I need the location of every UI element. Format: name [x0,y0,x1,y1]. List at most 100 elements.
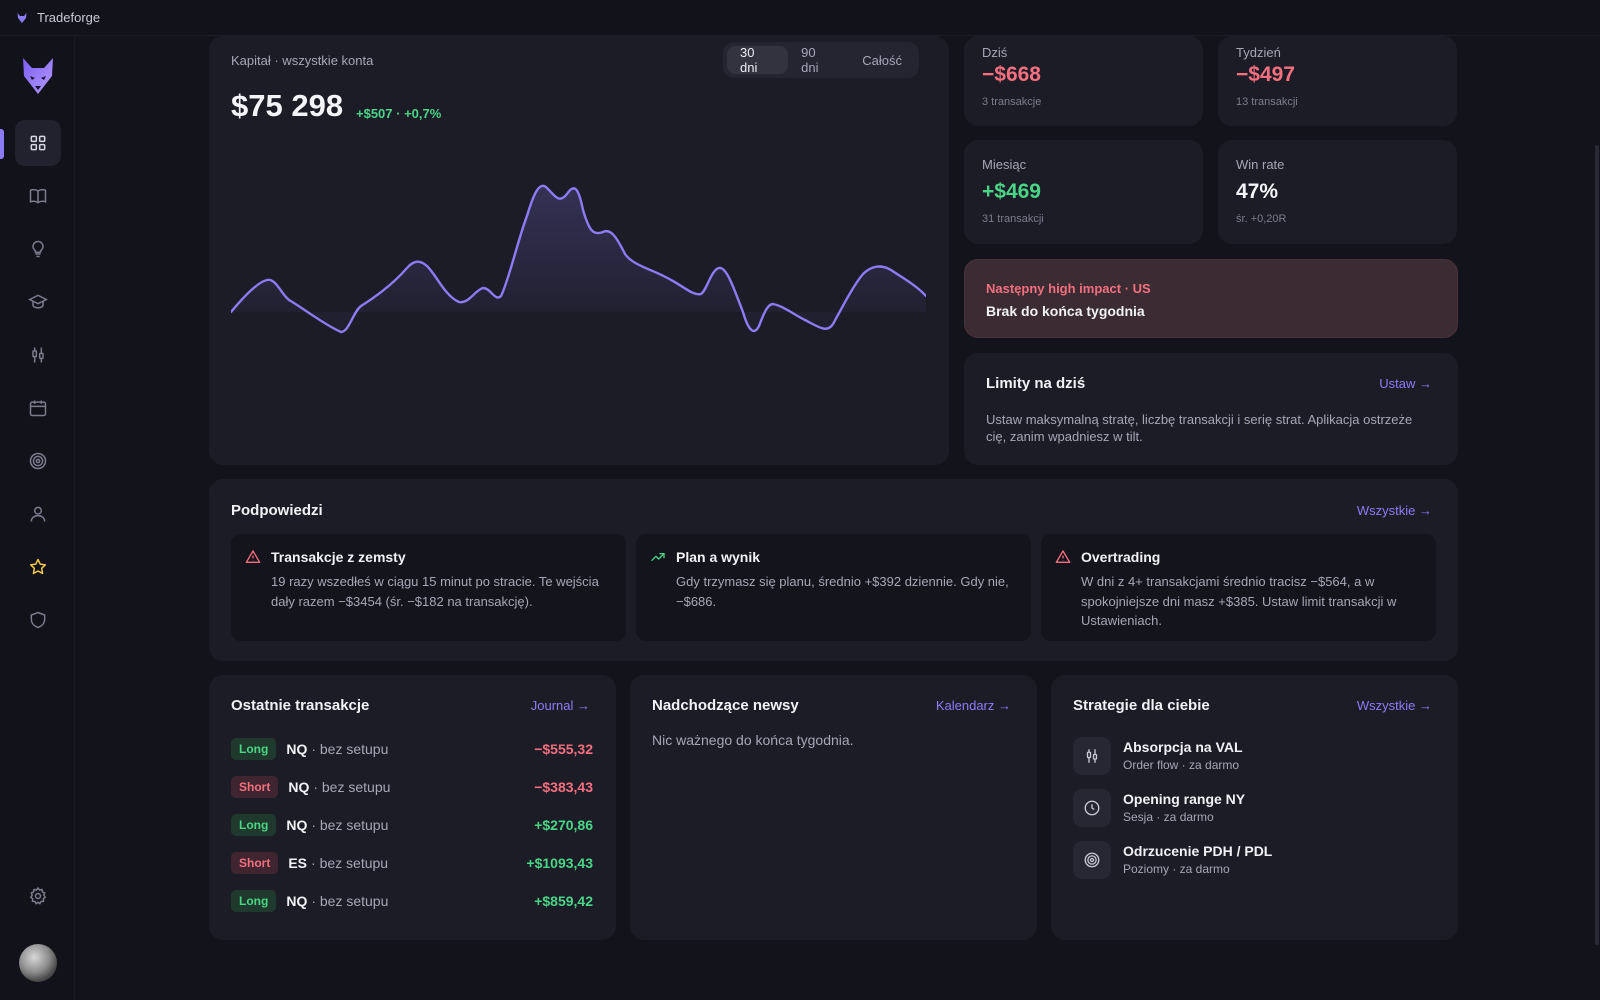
lightbulb-icon [32,240,44,258]
tips-card: Podpowiedzi Wszystkie → Transakcje z zem… [209,479,1458,661]
sidebar-item-calendar[interactable] [15,385,61,431]
trade-setup: · bez setupu [313,779,391,795]
sidebar-item-favorites[interactable] [15,544,61,590]
strategy-item[interactable]: Opening range NY Sesja · za darmo [1073,789,1433,829]
range-option-30d[interactable]: 30 dni [727,45,789,75]
stat-card-week: Tydzień −$497 13 transakcji [1218,36,1457,126]
strategy-icon-box [1073,789,1111,827]
sidebar-item-settings[interactable] [15,873,61,919]
strategies-all-link[interactable]: Wszystkie → [1356,698,1432,713]
limits-set-link[interactable]: Ustaw → [1379,376,1432,391]
stat-label: Dziś [982,45,1008,60]
grid-icon [30,135,46,151]
stat-sub: śr. +0,20R [1236,213,1287,225]
scrollbar-thumb[interactable] [1595,145,1599,945]
sidebar-item-ideas[interactable] [15,226,61,272]
strategy-subtitle: Order flow · za darmo [1123,758,1240,772]
trade-row[interactable]: Short ES · bez setupu +$1093,43 [231,851,593,875]
side-badge: Long [231,890,277,912]
trade-row[interactable]: Short NQ · bez setupu −$383,43 [231,775,593,799]
range-option-all[interactable]: Całość [862,52,902,68]
sidebar-item-strategies[interactable] [15,332,61,378]
sidebar-item-journal[interactable] [15,173,61,219]
high-impact-title: Następny high impact · US [986,281,1151,296]
stat-card-today: Dziś −$668 3 transakcje [964,36,1203,126]
limits-card: Limity na dziś Ustaw → Ustaw maksymalną … [964,353,1458,465]
trade-symbol: NQ [286,893,308,909]
trade-row[interactable]: Long NQ · bez setupu −$555,32 [231,737,593,761]
trend-up-icon [651,553,665,561]
trade-pnl: −$555,32 [534,741,593,757]
stat-sub: 31 transakcji [982,213,1044,225]
calendar-link[interactable]: Kalendarz → [935,698,1011,713]
calendar-icon [29,400,47,417]
app-logo-icon [17,12,27,23]
range-selector: 30 dni 90 dni Całość [723,42,919,78]
trade-symbol: NQ [288,779,310,795]
recent-trades-title: Ostatnie transakcje [231,697,370,714]
sidebar-item-security[interactable] [15,597,61,643]
news-empty-state: Nic ważnego do końca tygodnia. [652,732,854,748]
strategy-title: Opening range NY [1123,791,1246,807]
strategy-subtitle: Poziomy · za darmo [1123,862,1230,876]
tips-all-link[interactable]: Wszystkie → [1356,503,1432,518]
tip-text: 19 razy wszedłeś w ciągu 15 minut po str… [271,574,599,609]
range-option-90d[interactable]: 90 dni [801,45,819,75]
strategy-subtitle: Sesja · za darmo [1123,810,1214,824]
sidebar-item-learn[interactable] [15,279,61,325]
trade-symbol: NQ [286,741,308,757]
equity-line [231,184,926,334]
strategy-item[interactable]: Absorpcja na VAL Order flow · za darmo [1073,737,1433,777]
tip-plan-vs-result[interactable]: Plan a wynik Gdy trzymasz się planu, śre… [636,534,1031,641]
sidebar-item-goals[interactable] [15,438,61,484]
user-icon [30,506,46,522]
stat-value: −$497 [1236,63,1295,86]
strategy-item[interactable]: Odrzucenie PDH / PDL Poziomy · za darmo [1073,841,1433,881]
limits-title: Limity na dziś [986,375,1086,392]
trade-setup: · bez setupu [311,855,389,871]
equity-area [231,185,926,332]
sidebar-item-profile[interactable] [15,491,61,537]
recent-trades-card: Ostatnie transakcje Journal → Long NQ · … [209,675,616,940]
trade-symbol: ES [288,855,308,871]
tip-overtrading[interactable]: Overtrading W dni z 4+ transakcjami śred… [1041,534,1436,641]
tip-text: Gdy trzymasz się planu, średnio +$392 dz… [676,574,1009,609]
stat-label: Tydzień [1236,45,1281,60]
stat-card-month: Miesiąc +$469 31 transakcji [964,140,1203,244]
limits-description: Ustaw maksymalną stratę, liczbę transakc… [986,412,1413,444]
strategy-title: Absorpcja na VAL [1123,739,1243,755]
trade-pnl: −$383,43 [534,779,593,795]
high-impact-banner: Następny high impact · US Brak do końca … [964,259,1458,338]
journal-link[interactable]: Journal → [530,698,590,713]
clock-icon [1084,800,1100,816]
tip-revenge-trading[interactable]: Transakcje z zemsty 19 razy wszedłeś w c… [231,534,626,641]
warning-triangle-icon [245,550,261,563]
title-bar: Tradeforge [0,0,1600,36]
sidebar-item-dashboard[interactable] [15,120,61,166]
target-icon [29,452,47,470]
stat-sub: 3 transakcje [982,96,1042,108]
trade-row[interactable]: Long NQ · bez setupu +$270,86 [231,813,593,837]
trade-row[interactable]: Long NQ · bez setupu +$859,42 [231,889,593,913]
warning-triangle-icon [1055,550,1071,563]
graduation-cap-icon [28,294,48,309]
stat-value: +$469 [982,180,1041,203]
sidebar [0,36,75,1000]
stat-label: Win rate [1236,157,1285,172]
capital-value: $75 298 [231,88,344,123]
tips-title: Podpowiedzi [231,502,323,519]
side-badge: Long [231,738,277,760]
user-avatar[interactable] [19,944,57,982]
fox-logo-icon[interactable] [20,56,56,96]
book-icon [29,188,47,204]
side-badge: Long [231,814,277,836]
gear-icon [29,886,47,905]
trade-setup: · bez setupu [311,817,389,833]
tip-text: W dni z 4+ transakcjami średnio tracisz … [1081,574,1397,628]
nav-active-indicator [0,129,4,159]
side-badge: Short [231,776,279,798]
trade-setup: · bez setupu [311,741,389,757]
tip-title: Overtrading [1081,549,1161,565]
trade-setup: · bez setupu [311,893,389,909]
side-badge: Short [231,852,279,874]
